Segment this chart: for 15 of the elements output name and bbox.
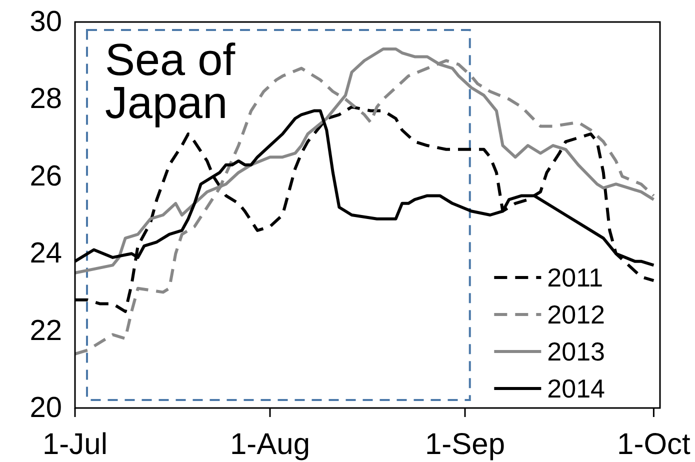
y-tick-label: 30	[30, 6, 62, 38]
x-tick-label: 1-Oct	[617, 428, 692, 461]
legend-label: 2011	[547, 262, 604, 292]
legend-label: 2013	[547, 336, 606, 366]
legend-label: 2012	[547, 300, 606, 330]
y-tick-label: 24	[30, 238, 62, 270]
y-tick-label: 26	[30, 160, 62, 192]
text: Sea of Japan	[105, 34, 236, 128]
x-tick-label: 1-Jul	[42, 428, 108, 461]
y-tick-label: 20	[30, 392, 62, 424]
legend-label: 2014	[547, 374, 606, 404]
y-tick-label: 22	[30, 314, 62, 347]
x-tick-label: 1-Aug	[230, 428, 310, 461]
y-tick-label: 28	[30, 83, 62, 116]
x-tick-label: 1-Sep	[424, 428, 506, 461]
